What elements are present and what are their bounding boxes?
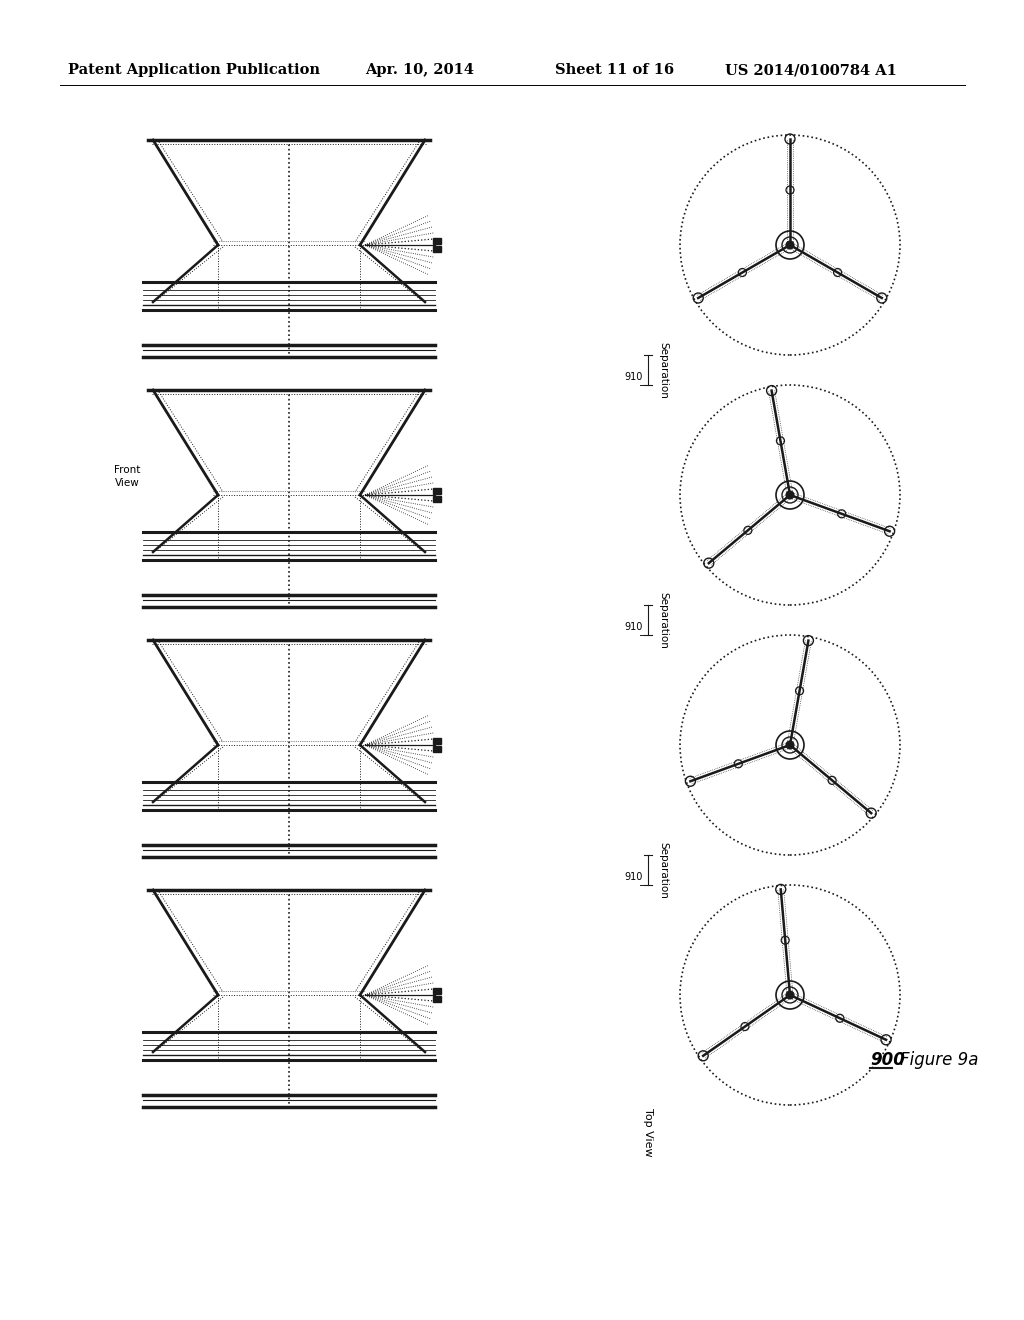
Text: Sheet 11 of 16: Sheet 11 of 16 [555,63,674,77]
Circle shape [786,491,794,499]
Circle shape [786,991,794,999]
Bar [433,997,441,1002]
Text: 910: 910 [625,372,643,381]
Text: Top View: Top View [643,1107,653,1156]
Circle shape [786,741,794,748]
Text: Patent Application Publication: Patent Application Publication [68,63,319,77]
Text: Front: Front [114,465,140,475]
Bar [433,746,441,752]
Bar [433,987,441,994]
Text: Apr. 10, 2014: Apr. 10, 2014 [365,63,474,77]
Text: Separation: Separation [658,842,668,899]
Bar [433,738,441,744]
Text: 910: 910 [625,873,643,882]
Bar [433,238,441,244]
Text: Separation: Separation [658,342,668,399]
Bar [433,496,441,502]
Text: 910: 910 [625,622,643,632]
Text: 900: 900 [870,1051,905,1069]
Text: View: View [116,478,140,488]
Text: Figure 9a: Figure 9a [900,1051,979,1069]
Text: US 2014/0100784 A1: US 2014/0100784 A1 [725,63,897,77]
Bar [433,488,441,494]
Bar [433,246,441,252]
Circle shape [786,242,794,249]
Text: Separation: Separation [658,591,668,648]
